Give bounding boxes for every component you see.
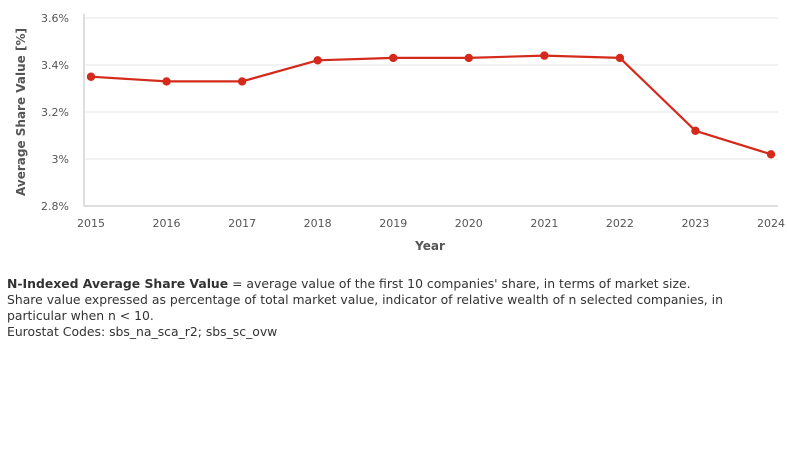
series-line: [90, 54, 772, 156]
y-tick-label: 3.6%: [41, 12, 69, 25]
y-axis-title: Average Share Value [%]: [14, 28, 28, 196]
gridlines: [84, 17, 778, 160]
y-tick-label: 3%: [52, 153, 69, 166]
definition-line: N-Indexed Average Share Value = average …: [7, 276, 777, 292]
axes: [83, 14, 778, 207]
x-axis-title: Year: [414, 239, 445, 253]
data-point[interactable]: [389, 53, 398, 63]
x-tick-label: 2024: [757, 217, 785, 230]
x-tick-label: 2016: [153, 217, 181, 230]
x-tick-label: 2022: [606, 217, 634, 230]
x-tick-label: 2023: [681, 217, 709, 230]
definition-term: N-Indexed Average Share Value: [7, 276, 229, 291]
explanation-text: Share value expressed as percentage of t…: [7, 292, 723, 323]
data-point[interactable]: [464, 53, 473, 63]
chart-notes: N-Indexed Average Share Value = average …: [7, 276, 777, 340]
y-tick-label: 3.2%: [41, 106, 69, 119]
data-point[interactable]: [162, 77, 171, 86]
x-tick-label: 2021: [530, 217, 558, 230]
x-tick-label: 2015: [77, 217, 105, 230]
line-chart: 2.8%3%3.2%3.4%3.6% 2015 2016 2017 2018 2019 2…: [14, 12, 785, 253]
data-point[interactable]: [237, 77, 247, 86]
data-point[interactable]: [540, 51, 549, 60]
y-tick-labels: 2.8% 3% 3.2% 3.4% 3.6%: [41, 12, 69, 213]
x-tick-labels: 2015 2016 2017 2018 2019 2020 2021 2022 2023 2024: [77, 217, 785, 230]
data-point[interactable]: [313, 56, 322, 65]
x-tick-label: 2017: [228, 217, 256, 230]
y-tick-label: 3.4%: [41, 59, 69, 72]
definition-text: = average value of the first 10 companie…: [228, 276, 691, 291]
data-point[interactable]: [766, 150, 776, 159]
y-tick-label: 2.8%: [41, 200, 69, 213]
data-point[interactable]: [691, 126, 700, 135]
eurostat-codes: Eurostat Codes: sbs_na_sca_r2; sbs_sc_ov…: [7, 324, 278, 339]
x-tick-label: 2019: [379, 217, 407, 230]
x-tick-label: 2020: [455, 217, 483, 230]
x-tick-label: 2018: [304, 217, 332, 230]
data-point[interactable]: [86, 72, 96, 81]
data-point[interactable]: [615, 53, 625, 63]
series: [86, 51, 776, 159]
